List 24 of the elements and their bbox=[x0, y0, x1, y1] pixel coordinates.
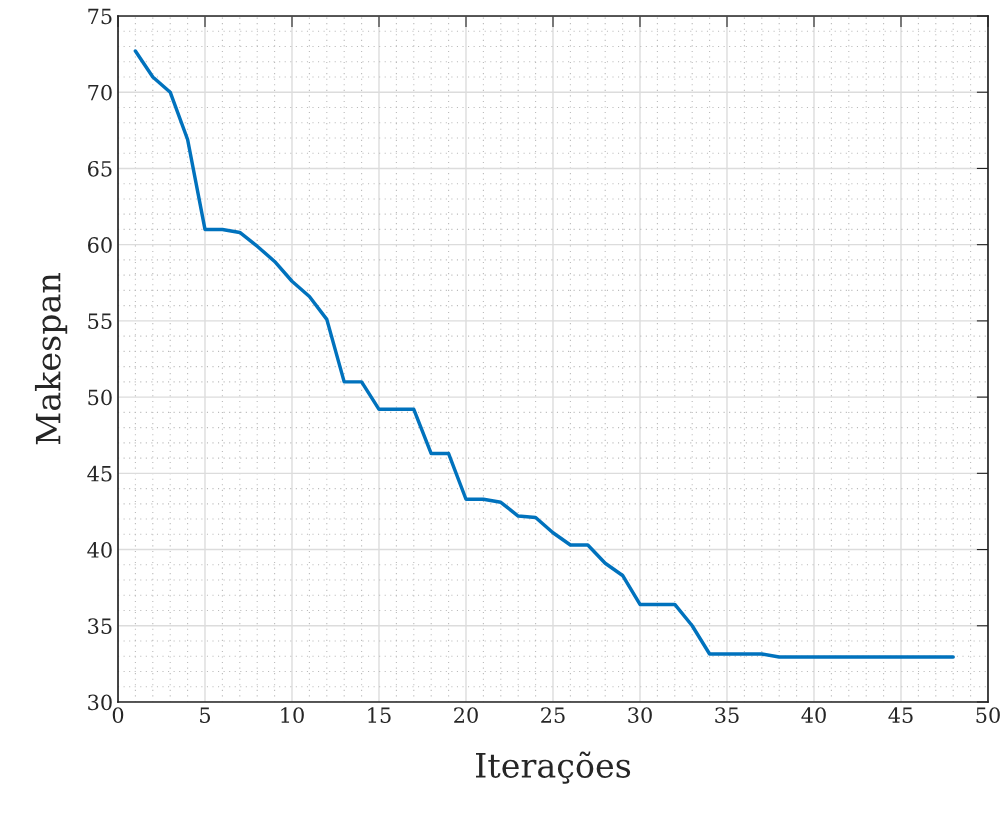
y-tick-label: 75 bbox=[88, 8, 112, 25]
x-tick-label: 40 bbox=[801, 707, 826, 723]
line-series bbox=[133, 49, 955, 659]
y-tick-label: 40 bbox=[87, 542, 112, 558]
y-tick-label: 55 bbox=[88, 313, 112, 330]
y-tick-label: 60 bbox=[88, 237, 112, 253]
x-tick-label: 0 bbox=[112, 707, 124, 723]
y-axis-title: Makespan bbox=[34, 273, 68, 445]
x-tick-label: 15 bbox=[368, 707, 391, 723]
x-tick-label: 5 bbox=[200, 707, 211, 723]
y-tick-label: 30 bbox=[88, 694, 112, 711]
x-tick-label: 30 bbox=[628, 707, 652, 723]
x-axis-title: Iterações bbox=[476, 751, 631, 784]
x-tick-label: 25 bbox=[541, 707, 565, 723]
y-tick-label: 50 bbox=[88, 389, 112, 406]
y-tick-label: 45 bbox=[87, 465, 112, 482]
y-tick-label: 65 bbox=[88, 160, 112, 177]
x-tick-label: 10 bbox=[281, 707, 304, 723]
x-tick-label: 35 bbox=[715, 707, 739, 723]
y-tick-label: 35 bbox=[88, 618, 112, 634]
x-tick-label: 50 bbox=[976, 707, 1000, 723]
x-tick-label: 20 bbox=[454, 707, 478, 723]
y-tick-label: 70 bbox=[88, 84, 112, 101]
x-tick-label: 45 bbox=[888, 707, 913, 723]
